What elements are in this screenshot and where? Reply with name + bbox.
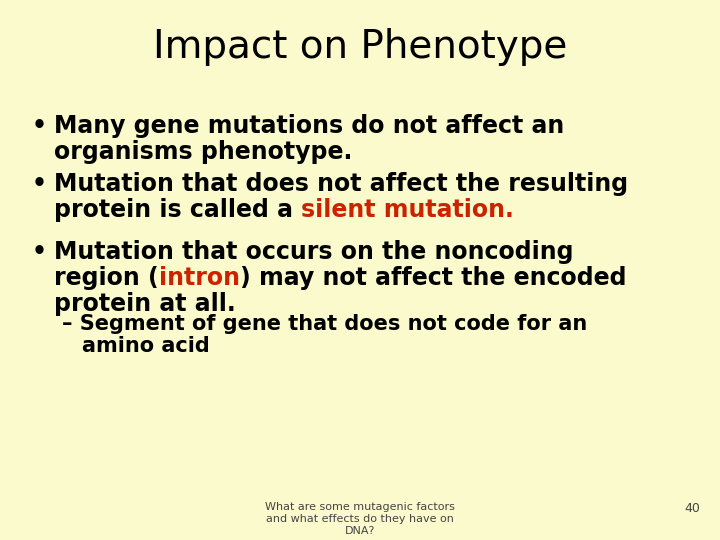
Text: intron: intron [158,266,240,290]
Text: What are some mutagenic factors: What are some mutagenic factors [265,502,455,512]
Text: protein at all.: protein at all. [54,292,235,316]
Text: and what effects do they have on: and what effects do they have on [266,514,454,524]
Text: •: • [32,240,47,264]
Text: protein is called a: protein is called a [54,198,301,222]
Text: amino acid: amino acid [82,336,210,356]
Text: Mutation that occurs on the noncoding: Mutation that occurs on the noncoding [54,240,574,264]
Text: silent mutation.: silent mutation. [301,198,514,222]
Text: •: • [32,114,47,138]
Text: •: • [32,172,47,196]
Text: ) may not affect the encoded: ) may not affect the encoded [240,266,626,290]
Text: organisms phenotype.: organisms phenotype. [54,140,352,164]
Text: Many gene mutations do not affect an: Many gene mutations do not affect an [54,114,564,138]
Text: – Segment of gene that does not code for an: – Segment of gene that does not code for… [62,314,588,334]
Text: region (: region ( [54,266,158,290]
Text: Mutation that does not affect the resulting: Mutation that does not affect the result… [54,172,628,196]
Text: Impact on Phenotype: Impact on Phenotype [153,28,567,66]
Text: DNA?: DNA? [345,526,375,536]
Text: 40: 40 [684,502,700,515]
